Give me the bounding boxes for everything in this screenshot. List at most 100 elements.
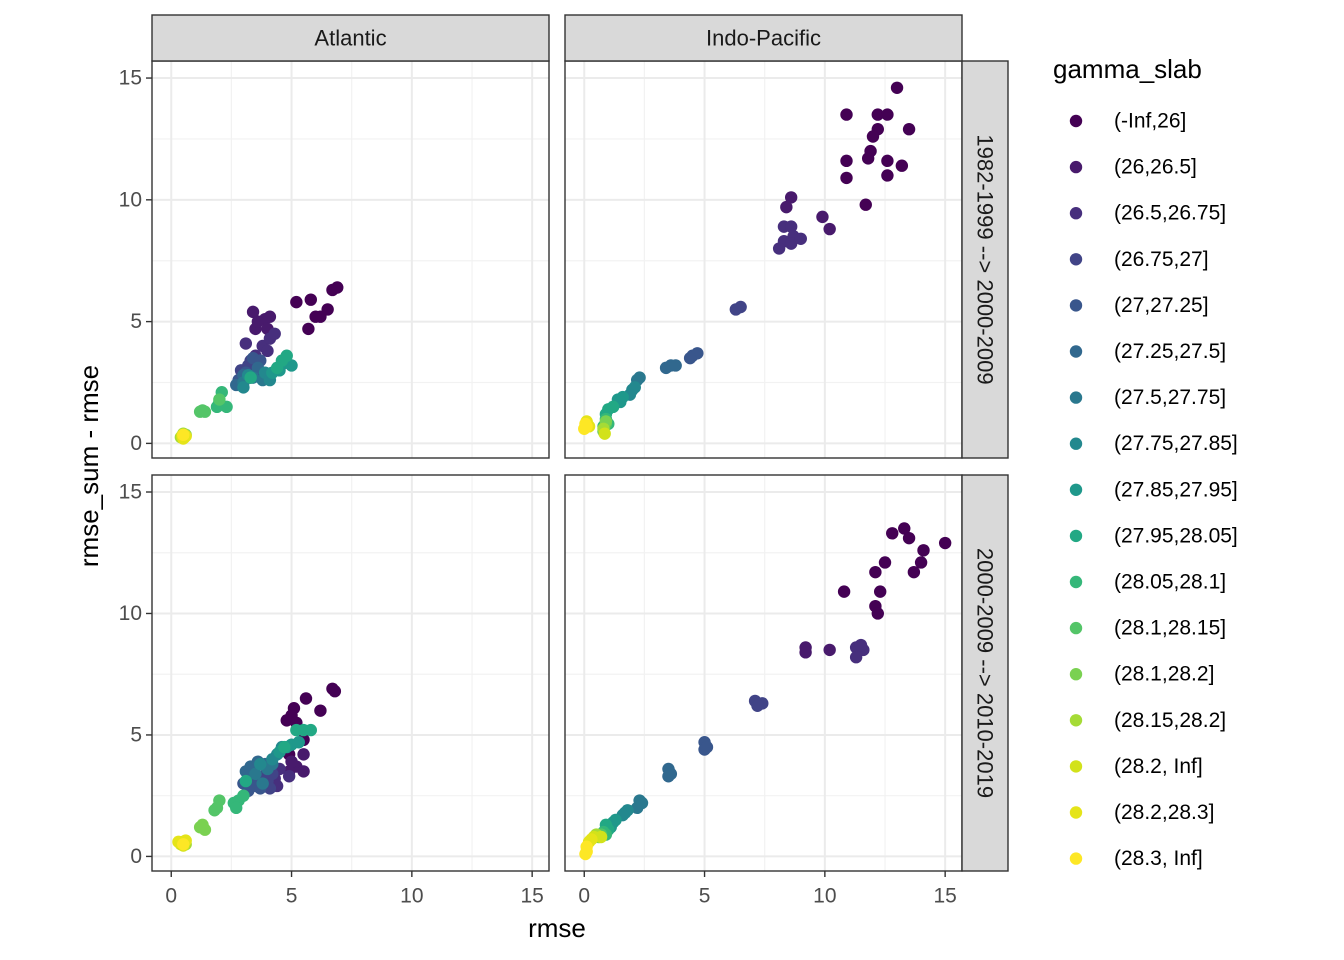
data-point bbox=[780, 200, 793, 214]
x-tick-label: 15 bbox=[520, 885, 543, 908]
data-point bbox=[881, 169, 894, 182]
data-point bbox=[230, 801, 243, 815]
data-point bbox=[270, 361, 284, 375]
data-point bbox=[321, 303, 334, 316]
panel-1 bbox=[564, 60, 963, 459]
legend-key bbox=[1069, 253, 1083, 266]
data-point bbox=[580, 420, 593, 433]
data-point bbox=[869, 565, 882, 579]
legend-key bbox=[1069, 760, 1083, 773]
x-tick-label: 0 bbox=[578, 885, 590, 908]
x-tick-label: 0 bbox=[165, 885, 177, 908]
legend-label: (26,26.5] bbox=[1114, 156, 1197, 179]
legend-key bbox=[1069, 668, 1083, 681]
legend-label: (-Inf,26] bbox=[1114, 110, 1186, 133]
strips-layer: Atlantic Indo-Pacific 1982-1999 --> 2000… bbox=[151, 14, 1009, 872]
data-point bbox=[823, 222, 836, 236]
data-point bbox=[890, 81, 904, 94]
data-point bbox=[633, 371, 646, 384]
data-point bbox=[239, 765, 253, 778]
data-point bbox=[816, 210, 829, 224]
legend-key bbox=[1069, 483, 1083, 496]
legend: gamma_slab (-Inf,26] (26,26.5] (26.5,26.75… bbox=[1053, 54, 1238, 870]
data-point bbox=[794, 232, 807, 245]
legend-key bbox=[1069, 806, 1083, 819]
data-point bbox=[285, 359, 298, 372]
legend-label: (28.15,28.2] bbox=[1114, 709, 1226, 732]
data-point bbox=[278, 740, 291, 754]
data-point bbox=[580, 845, 593, 858]
data-point bbox=[823, 643, 836, 657]
x-tick-label: 10 bbox=[813, 885, 836, 908]
data-point bbox=[849, 651, 863, 664]
y-tick-label: 10 bbox=[119, 602, 142, 625]
legend-label: (28.05,28.1] bbox=[1114, 571, 1226, 594]
facet-column-label-indo-pacific: Indo-Pacific bbox=[706, 26, 821, 51]
legend-label: (27.75,27.85] bbox=[1114, 432, 1238, 455]
y-tick-label: 15 bbox=[119, 481, 142, 504]
data-point bbox=[302, 322, 315, 336]
panel-3 bbox=[564, 474, 963, 872]
data-point bbox=[261, 344, 274, 358]
data-point bbox=[895, 159, 909, 172]
data-point bbox=[290, 295, 303, 309]
data-point bbox=[239, 774, 253, 788]
data-point bbox=[285, 755, 298, 768]
data-point bbox=[239, 337, 253, 350]
x-tick-label: 10 bbox=[400, 885, 423, 908]
facet-row-label-bottom: 2000-2009 --> 2010-2019 bbox=[973, 548, 998, 798]
legend-key bbox=[1069, 575, 1083, 589]
data-point bbox=[871, 607, 884, 620]
y-axis-title: rmse_sum - rmse bbox=[74, 365, 104, 567]
data-point bbox=[784, 191, 798, 204]
y-tick-label: 5 bbox=[130, 310, 142, 333]
data-point bbox=[299, 692, 313, 705]
data-point bbox=[734, 300, 747, 314]
panel-background bbox=[152, 61, 549, 458]
data-point bbox=[208, 804, 221, 817]
facet-row-strip bbox=[961, 60, 1009, 459]
legend-entries: (-Inf,26] (26,26.5] (26.5,26.75] (26.75,27]… bbox=[1069, 110, 1238, 870]
data-point bbox=[598, 427, 611, 440]
data-point bbox=[331, 281, 344, 294]
data-point bbox=[213, 794, 226, 807]
data-point bbox=[669, 359, 682, 372]
legend-label: (26.75,27] bbox=[1114, 248, 1209, 271]
data-point bbox=[881, 108, 894, 121]
legend-key bbox=[1069, 114, 1083, 128]
y-tick-label: 0 bbox=[130, 432, 142, 455]
legend-label: (28.3, Inf] bbox=[1114, 847, 1203, 870]
panel-2 bbox=[151, 474, 550, 872]
data-point bbox=[861, 152, 875, 165]
data-point bbox=[854, 638, 868, 652]
data-point bbox=[309, 310, 322, 323]
data-point bbox=[213, 393, 226, 406]
legend-label: (26.5,26.75] bbox=[1114, 202, 1226, 225]
data-point bbox=[840, 154, 853, 168]
data-point bbox=[263, 310, 277, 323]
facet-row-strip bbox=[961, 474, 1009, 872]
y-tick-label: 5 bbox=[130, 723, 142, 746]
data-point bbox=[292, 736, 305, 749]
data-point bbox=[772, 242, 786, 255]
y-tick-label: 0 bbox=[130, 845, 142, 868]
x-axis-title: rmse bbox=[528, 913, 586, 943]
data-point bbox=[280, 349, 293, 362]
data-point bbox=[837, 585, 851, 598]
data-point bbox=[784, 220, 798, 233]
legend-key bbox=[1069, 714, 1083, 727]
legend-key bbox=[1069, 529, 1083, 543]
y-tick-label: 10 bbox=[119, 188, 142, 211]
data-point bbox=[878, 556, 892, 569]
data-point bbox=[751, 699, 764, 712]
data-point bbox=[254, 757, 267, 771]
legend-key bbox=[1069, 437, 1083, 450]
legend-title: gamma_slab bbox=[1053, 54, 1202, 84]
data-point bbox=[866, 130, 880, 143]
legend-label: (28.2, Inf] bbox=[1114, 755, 1203, 778]
legend-key bbox=[1069, 299, 1083, 312]
data-point bbox=[304, 723, 317, 737]
legend-label: (28.1,28.15] bbox=[1114, 617, 1226, 640]
data-point bbox=[630, 801, 644, 815]
